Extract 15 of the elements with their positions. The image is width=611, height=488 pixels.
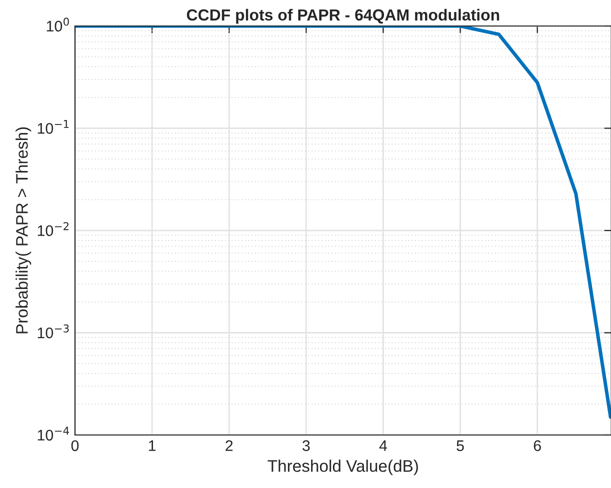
x-tick-label: 6	[534, 440, 541, 452]
y-tick-label: 10$^{−3}$	[38, 324, 69, 338]
x-tick-label: 4	[379, 440, 388, 451]
x-axis-title: Threshold Value(dB)	[268, 460, 418, 476]
y-tick-label: 10$^{0}$	[46, 18, 69, 32]
x-tick-label: 0	[71, 440, 79, 452]
x-tick-label: 3	[302, 440, 310, 452]
x-tick-label: 5	[456, 440, 464, 452]
x-tick-label: 1	[148, 440, 156, 451]
y-axis-title: Probability( PAPR > Thresh)	[16, 127, 32, 334]
x-tick-label: 2	[226, 440, 233, 451]
y-tick-label: 10$^{−2}$	[38, 222, 69, 236]
y-tick-label: 10$^{−1}$	[38, 120, 69, 134]
y-tick-label: 10$^{−4}$	[38, 426, 69, 441]
chart-title: CCDF plots of PAPR - 64QAM modulation	[186, 8, 500, 24]
